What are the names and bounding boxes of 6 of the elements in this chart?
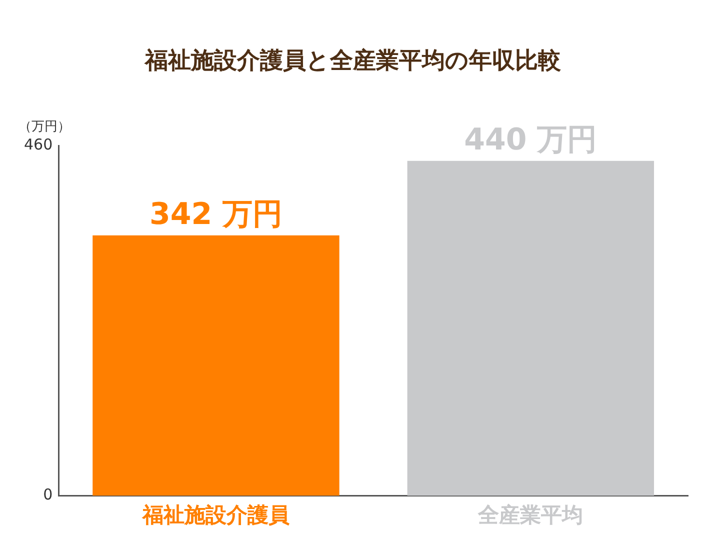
- y-tick-label: 460: [24, 135, 53, 154]
- data-label: 342 万円: [149, 197, 283, 232]
- chart-title: 福祉施設介護員と全産業平均の年収比較: [144, 46, 562, 74]
- x-tick-label: 福祉施設介護員: [141, 502, 290, 527]
- y-tick-label: 0: [43, 486, 53, 504]
- y-axis-title: （万円）: [18, 119, 71, 134]
